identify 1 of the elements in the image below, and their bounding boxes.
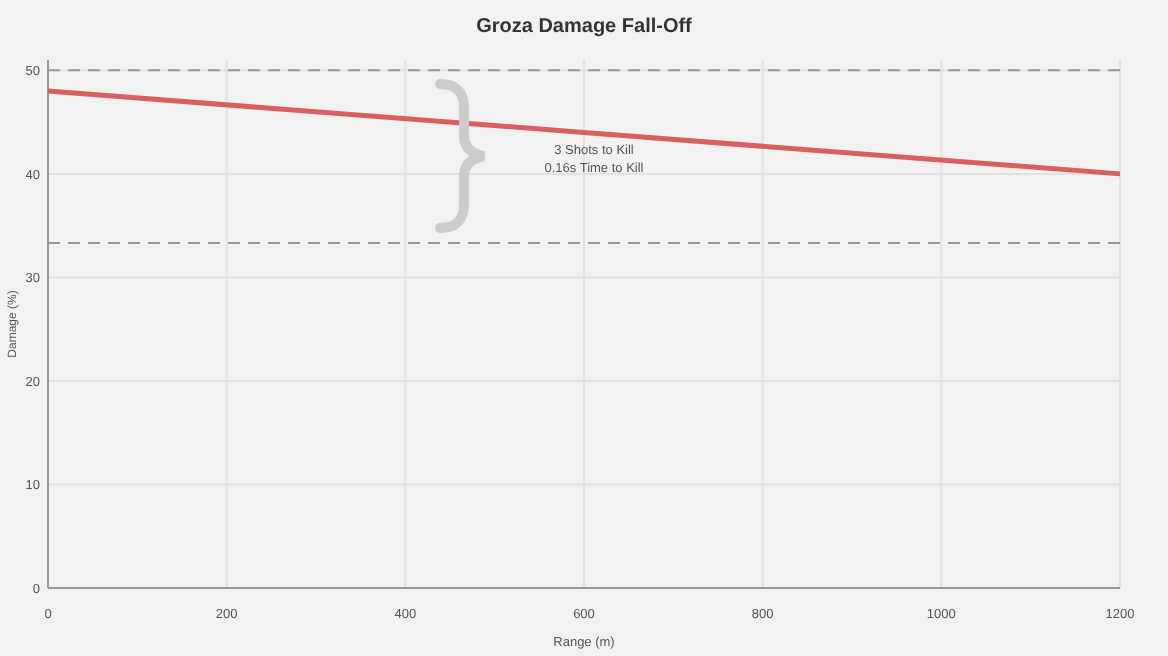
- chart-title: Groza Damage Fall-Off: [476, 16, 694, 38]
